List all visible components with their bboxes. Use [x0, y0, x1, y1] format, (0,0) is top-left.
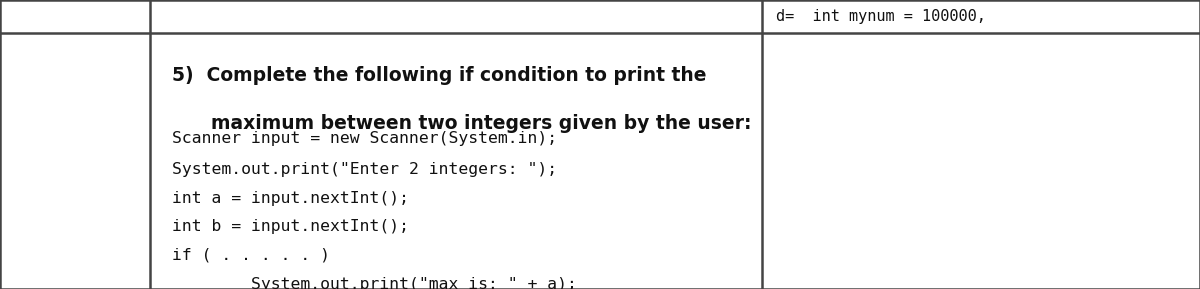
Text: 5)  Complete the following if condition to print the: 5) Complete the following if condition t…	[172, 66, 706, 86]
Text: d=  int mynum = 100000,: d= int mynum = 100000,	[776, 9, 986, 24]
Text: if ( . . . . . ): if ( . . . . . )	[172, 247, 330, 262]
Text: System.out.print("max is: " + a);: System.out.print("max is: " + a);	[172, 277, 576, 289]
Text: int b = input.nextInt();: int b = input.nextInt();	[172, 219, 408, 234]
Text: Scanner input = new Scanner(System.in);: Scanner input = new Scanner(System.in);	[172, 131, 557, 147]
Text: System.out.print("Enter 2 integers: ");: System.out.print("Enter 2 integers: ");	[172, 162, 557, 177]
Text: maximum between two integers given by the user:: maximum between two integers given by th…	[172, 114, 751, 133]
Text: int a = input.nextInt();: int a = input.nextInt();	[172, 191, 408, 206]
